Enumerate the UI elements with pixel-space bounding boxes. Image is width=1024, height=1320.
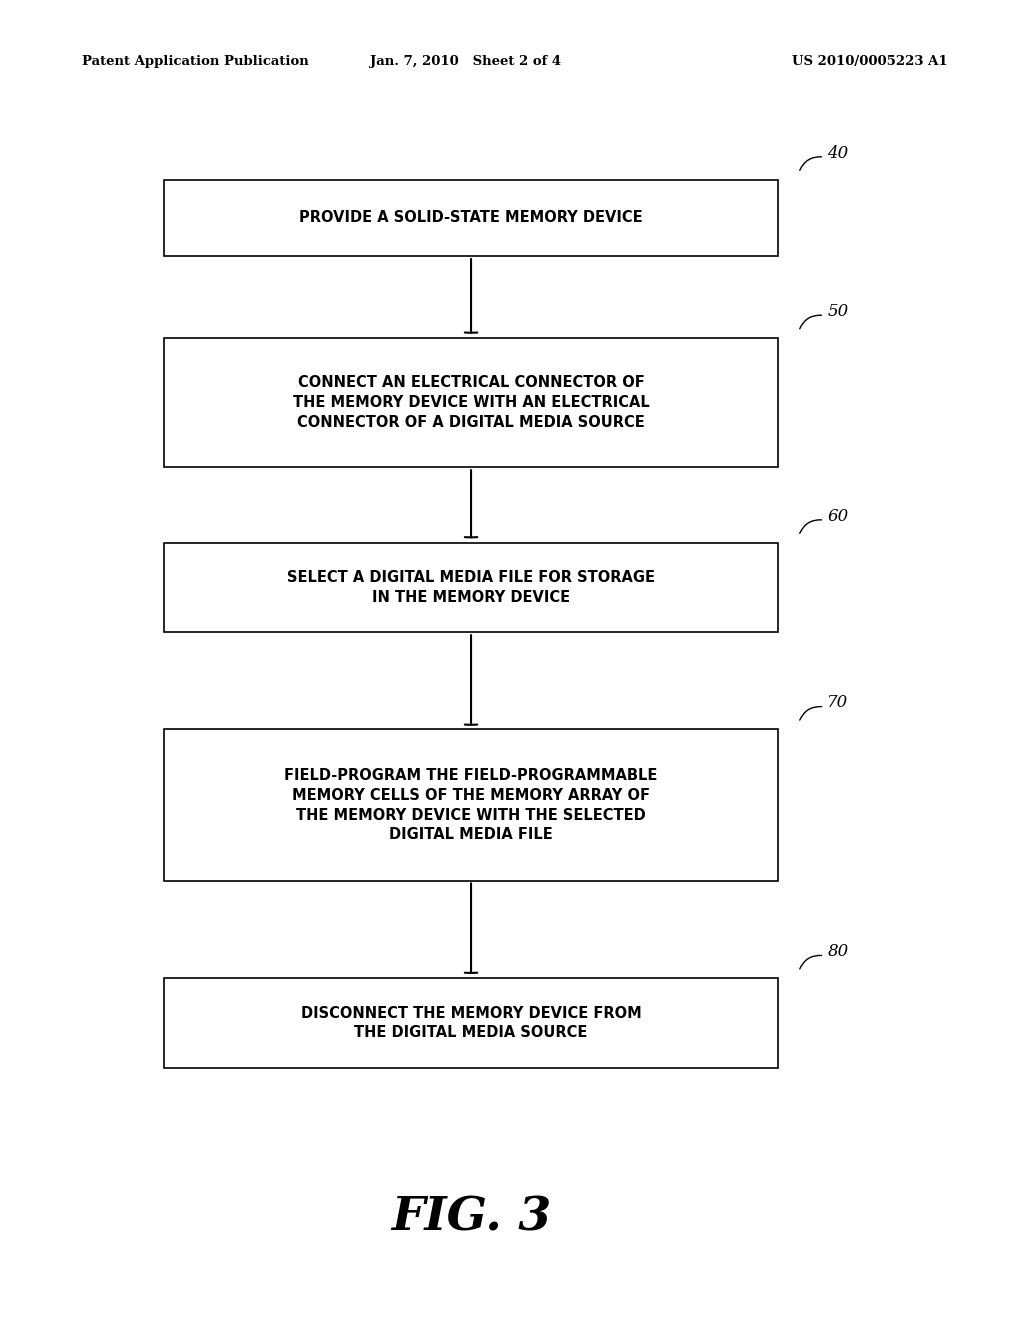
- Text: 80: 80: [827, 944, 849, 960]
- FancyBboxPatch shape: [164, 978, 778, 1068]
- FancyBboxPatch shape: [164, 338, 778, 467]
- Text: 60: 60: [827, 508, 849, 524]
- Text: CONNECT AN ELECTRICAL CONNECTOR OF
THE MEMORY DEVICE WITH AN ELECTRICAL
CONNECTO: CONNECT AN ELECTRICAL CONNECTOR OF THE M…: [293, 375, 649, 430]
- Text: SELECT A DIGITAL MEDIA FILE FOR STORAGE
IN THE MEMORY DEVICE: SELECT A DIGITAL MEDIA FILE FOR STORAGE …: [287, 570, 655, 605]
- Text: FIG. 3: FIG. 3: [391, 1195, 551, 1239]
- Text: 50: 50: [827, 304, 849, 319]
- Text: FIELD-PROGRAM THE FIELD-PROGRAMMABLE
MEMORY CELLS OF THE MEMORY ARRAY OF
THE MEM: FIELD-PROGRAM THE FIELD-PROGRAMMABLE MEM…: [285, 768, 657, 842]
- Text: US 2010/0005223 A1: US 2010/0005223 A1: [792, 55, 947, 69]
- Text: 70: 70: [827, 694, 849, 711]
- Text: Jan. 7, 2010   Sheet 2 of 4: Jan. 7, 2010 Sheet 2 of 4: [371, 55, 561, 69]
- FancyBboxPatch shape: [164, 729, 778, 882]
- Text: DISCONNECT THE MEMORY DEVICE FROM
THE DIGITAL MEDIA SOURCE: DISCONNECT THE MEMORY DEVICE FROM THE DI…: [301, 1006, 641, 1040]
- FancyBboxPatch shape: [164, 180, 778, 256]
- Text: 40: 40: [827, 145, 849, 161]
- FancyBboxPatch shape: [164, 543, 778, 632]
- Text: Patent Application Publication: Patent Application Publication: [82, 55, 308, 69]
- Text: PROVIDE A SOLID-STATE MEMORY DEVICE: PROVIDE A SOLID-STATE MEMORY DEVICE: [299, 210, 643, 226]
